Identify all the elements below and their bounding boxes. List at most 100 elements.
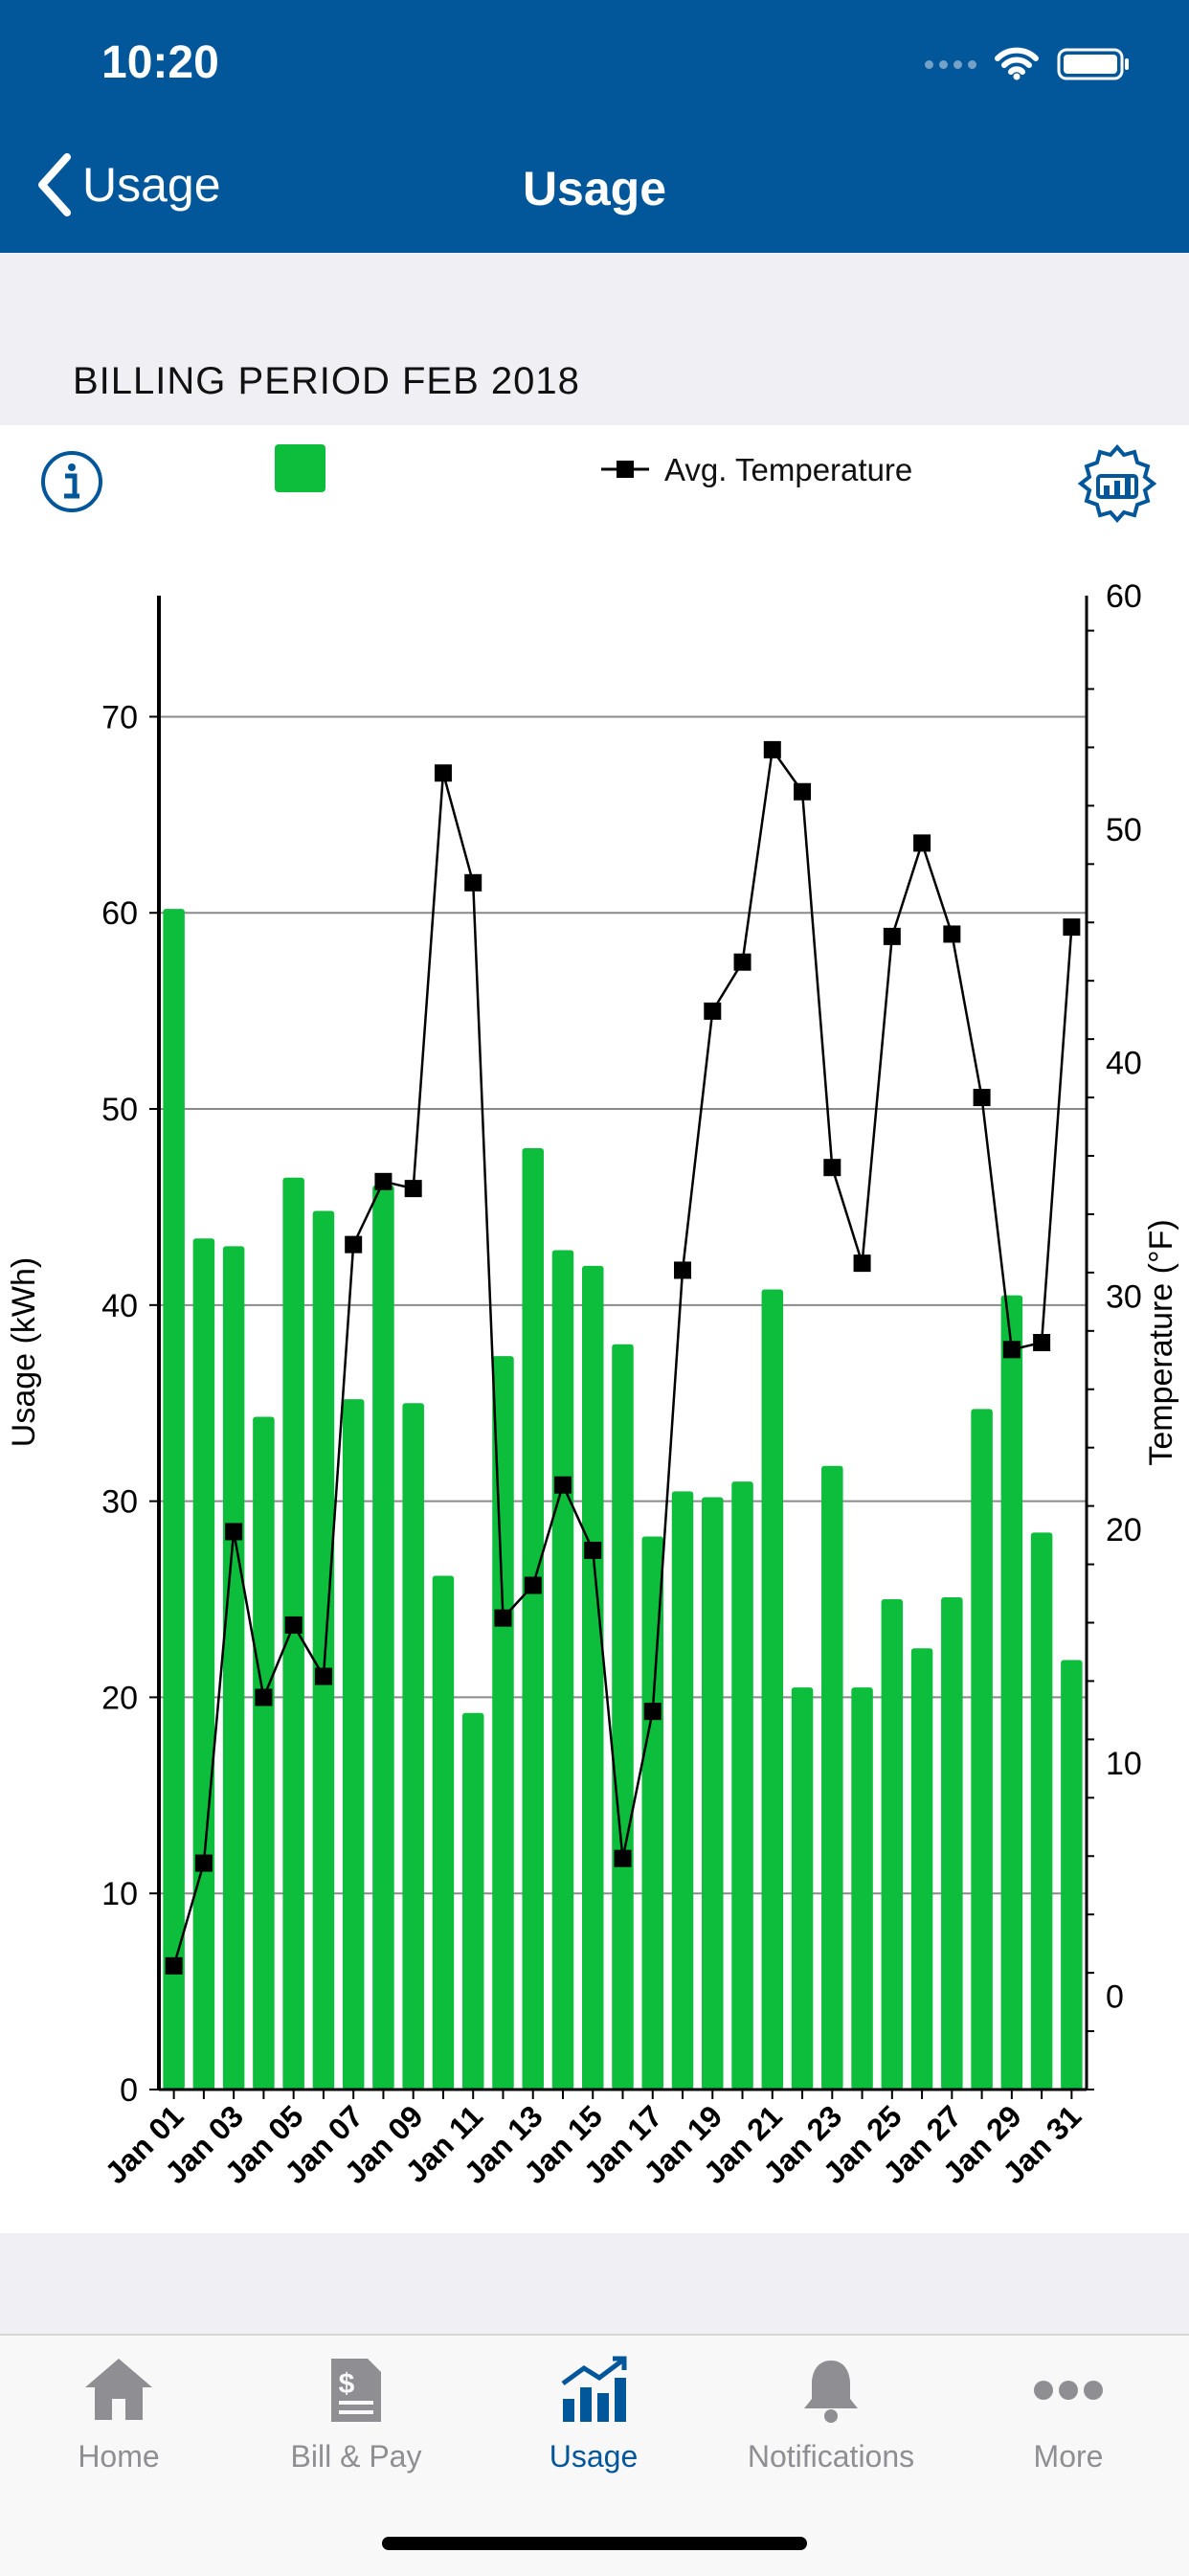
usage-bar (641, 1536, 664, 2090)
usage-bar (222, 1246, 245, 2090)
tab-home-label: Home (78, 2439, 160, 2474)
y2-tick-label: 40 (1106, 1046, 1142, 1082)
usage-bar (1000, 1295, 1023, 2090)
y-tick-label: 10 (101, 1876, 138, 1912)
usage-bar (342, 1399, 365, 2090)
y2-tick-label: 20 (1106, 1512, 1142, 1548)
usage-bar (910, 1648, 933, 2090)
billing-period-label: BILLING PERIOD FEB 2018 (73, 360, 580, 402)
tab-bill-pay-label: Bill & Pay (290, 2439, 422, 2474)
nav-header: 10:20 Usage Usage (0, 0, 1189, 253)
temperature-point (794, 782, 812, 801)
y2-axis-title: Temperature (°F) (1143, 1219, 1179, 1465)
usage-bar (1030, 1532, 1053, 2090)
temperature-point (255, 1688, 273, 1706)
usage-bar (1061, 1660, 1083, 2090)
status-time: 10:20 (101, 37, 219, 88)
more-icon (1034, 2381, 1103, 2400)
temperature-point (643, 1703, 662, 1721)
temperature-point (314, 1667, 332, 1685)
battery-icon (1057, 48, 1129, 80)
tab-bill-pay[interactable]: $ Bill & Pay (237, 2336, 475, 2489)
svg-text:$: $ (339, 2368, 355, 2400)
temperature-point (763, 740, 781, 758)
temperature-point (464, 873, 482, 892)
y-tick-label: 70 (101, 699, 138, 735)
y2-tick-label: 10 (1106, 1746, 1142, 1782)
temperature-point (434, 764, 452, 782)
chevron-left-icon (38, 153, 71, 216)
temperature-point (584, 1541, 602, 1559)
temperature-point (614, 1849, 632, 1867)
bill-icon: $ (331, 2359, 381, 2422)
usage-icon (561, 2356, 627, 2422)
usage-bar (821, 1465, 843, 2090)
usage-chart: 0 10 20 30 40 50 60 70 0 10 20 30 40 50 60 Usage (kWh) T… (6, 578, 1179, 2190)
temperature-point (704, 1002, 722, 1020)
usage-bar (941, 1596, 963, 2090)
usage-bar (731, 1481, 753, 2090)
y2-tick-label: 0 (1106, 1979, 1124, 2016)
usage-bar (851, 1687, 873, 2090)
usage-bar (761, 1289, 784, 2090)
temperature-point (733, 953, 752, 971)
usage-bar (432, 1575, 455, 2090)
cellular-signal-icon (925, 59, 976, 69)
tab-notifications[interactable]: Notifications (712, 2336, 950, 2489)
home-indicator (382, 2537, 807, 2550)
usage-bar (551, 1250, 574, 2090)
y2-tick-label: 30 (1106, 1278, 1142, 1315)
usage-bar (461, 1712, 484, 2090)
usage-legend-swatch[interactable] (275, 444, 325, 492)
tab-usage-label: Usage (549, 2439, 639, 2474)
usage-bar (971, 1409, 993, 2090)
tab-notifications-label: Notifications (747, 2439, 915, 2474)
usage-bar (881, 1599, 904, 2090)
temperature-point (1033, 1334, 1051, 1351)
y-tick-label: 50 (101, 1092, 138, 1128)
y-tick-label: 40 (101, 1288, 138, 1324)
tab-more[interactable]: More (950, 2336, 1187, 2489)
info-icon[interactable] (40, 450, 103, 513)
temperature-point (674, 1261, 692, 1279)
back-button[interactable]: Usage (34, 153, 221, 216)
status-indicators (925, 40, 1132, 88)
temperature-point (374, 1172, 393, 1190)
chart-settings-icon[interactable] (1077, 443, 1157, 524)
y-tick-label: 30 (101, 1484, 138, 1521)
usage-bar (702, 1497, 724, 2090)
bell-icon (804, 2361, 858, 2423)
usage-bar (612, 1344, 634, 2090)
temperature-point (1063, 918, 1081, 937)
temperature-point (404, 1180, 422, 1198)
usage-bar (192, 1238, 215, 2090)
home-icon (85, 2359, 152, 2420)
tab-home[interactable]: Home (0, 2336, 237, 2489)
usage-bar (163, 909, 185, 2090)
temperature-point (913, 834, 931, 852)
y-axis-title: Usage (kWh) (6, 1257, 42, 1447)
temperature-point (165, 1956, 183, 1975)
y-tick-label: 60 (101, 895, 138, 932)
temperature-point (943, 925, 961, 943)
y2-tick-label: 60 (1106, 578, 1142, 615)
wifi-icon (995, 47, 1039, 80)
y-tick-label: 0 (120, 2072, 138, 2109)
y-tick-label: 20 (101, 1680, 138, 1716)
usage-bar (402, 1403, 424, 2090)
usage-bar (791, 1687, 814, 2090)
usage-bar (372, 1185, 394, 2090)
temperature-point (883, 927, 901, 945)
temperature-point (553, 1476, 572, 1494)
tab-more-label: More (1033, 2439, 1104, 2474)
tab-bar: Home $ Bill & Pay Usage (0, 2334, 1189, 2576)
temperature-point (494, 1609, 512, 1627)
tab-usage[interactable]: Usage (475, 2336, 712, 2489)
temperature-point (194, 1854, 213, 1872)
temperature-legend-label: Avg. Temperature (664, 452, 913, 487)
usage-bar (581, 1265, 604, 2090)
temperature-point (823, 1159, 841, 1177)
usage-bar (671, 1491, 694, 2090)
temperature-point (524, 1576, 542, 1594)
temperature-legend-marker[interactable] (601, 450, 649, 488)
